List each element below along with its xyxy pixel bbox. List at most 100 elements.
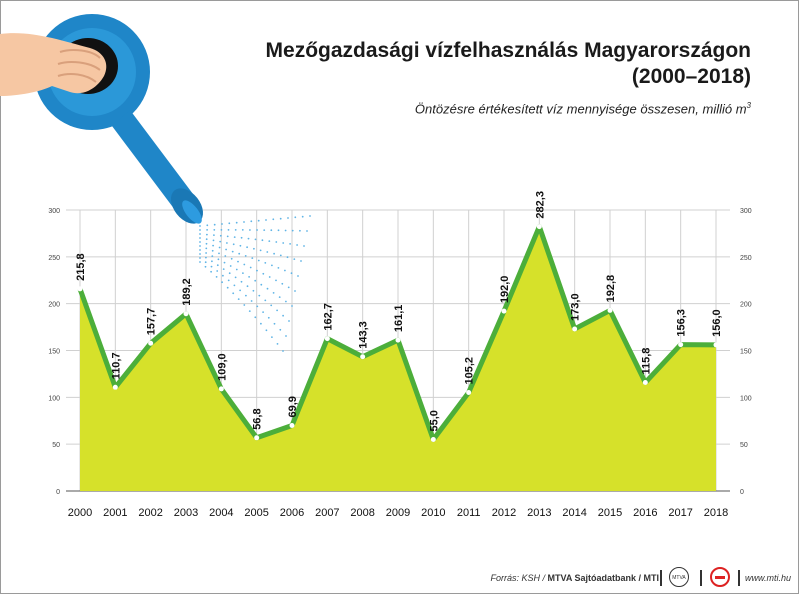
water-droplet [279,328,282,331]
water-droplet [265,329,268,332]
water-droplet [299,229,301,232]
data-label: 115,8 [640,348,652,375]
y-tick-label-right: 100 [740,395,752,402]
data-label: 161,1 [393,305,405,333]
water-droplet [206,224,209,227]
water-droplet [244,255,247,257]
water-droplet [250,220,253,223]
water-droplet [279,254,282,257]
data-label: 109,0 [216,353,228,381]
x-tick-label: 2010 [421,507,445,519]
water-droplet [256,229,258,231]
water-droplet [288,320,290,322]
water-droplet [270,304,273,307]
water-droplet [300,260,302,262]
water-droplet [271,264,273,267]
water-droplet [240,280,243,283]
water-droplet [221,281,224,284]
water-droplet [279,217,282,220]
data-label: 192,0 [499,276,511,304]
water-droplet [291,305,293,307]
footer: Forrás: KSH / MTVA Sajtóadatbank / MTI M… [0,562,797,592]
water-droplet [199,241,201,243]
water-droplet [303,245,305,247]
water-droplet [235,221,238,224]
x-tick-label: 2005 [244,507,268,519]
water-droplet [276,343,279,345]
water-droplet [199,253,201,255]
water-droplet [294,216,297,219]
water-droplet [219,234,222,237]
water-droplet [221,223,223,225]
y-tick-label-left: 150 [48,349,60,356]
water-droplet [250,300,253,302]
chart-subtitle-text: Öntözésre értékesített víz mennyisége ös… [414,101,747,117]
data-point [501,308,507,314]
chart-title-line1: Mezőgazdasági vízfelhasználás Magyarorsz… [265,39,751,62]
water-droplet [266,287,269,290]
x-tick-label: 2009 [386,507,410,519]
water-droplet [212,239,215,242]
water-droplet [211,249,214,252]
water-droplet [291,229,294,232]
source-bold: MTVA Sajtóadatbank / MTI [547,573,659,583]
water-droplet [253,247,255,250]
water-droplet [227,229,230,231]
water-droplet [219,240,222,243]
water-droplet [293,258,296,260]
water-droplet [227,279,230,282]
data-point [112,384,118,390]
data-point [430,436,436,442]
y-tick-label-right: 300 [740,208,752,215]
water-droplet [213,223,216,226]
x-tick-label: 2018 [704,507,728,519]
x-tick-label: 2002 [138,507,162,519]
water-droplet [261,239,264,242]
water-droplet [260,283,263,286]
water-droplet [273,322,276,325]
water-droplet [213,229,216,231]
water-droplet [237,298,240,300]
water-droplet [268,276,271,278]
source-credit: Forrás: KSH / MTVA Sajtóadatbank / MTI [490,573,659,583]
water-droplet [278,296,281,298]
source-prefix: Forrás: KSH / [490,573,548,583]
water-droplet [248,310,251,312]
water-droplet [262,311,264,313]
water-droplet [206,229,209,231]
water-droplet [258,294,261,297]
water-droplet [246,246,249,249]
data-label: 173,0 [570,293,582,321]
data-point [642,380,648,386]
water-droplet [223,261,226,264]
footer-divider [738,570,740,586]
water-droplet [252,289,255,292]
water-droplet [290,272,293,275]
water-droplet [301,215,304,218]
water-droplet [287,286,290,289]
water-droplet [204,261,207,264]
water-droplet [284,269,286,272]
data-label: 69,9 [287,396,299,417]
water-droplet [210,265,213,268]
water-droplet [259,249,262,252]
data-point [77,286,83,292]
y-tick-label-right: 0 [740,489,744,496]
x-tick-label: 2001 [103,507,127,519]
y-tick-label-right: 200 [740,302,752,309]
water-droplet [205,242,208,245]
water-droplet [220,229,223,231]
data-point [572,326,578,332]
x-tick-label: 2016 [633,507,657,519]
chart-title: Mezőgazdasági vízfelhasználás Magyarorsz… [266,38,751,90]
water-spray-icon [199,215,311,352]
water-droplet [233,284,236,287]
mtva-logo-text: MTVA [672,575,686,581]
water-droplet [306,230,308,232]
water-droplet [240,236,243,239]
water-droplet [287,217,289,219]
data-point [148,340,154,346]
area-fill [80,226,716,492]
water-droplet [285,335,287,337]
